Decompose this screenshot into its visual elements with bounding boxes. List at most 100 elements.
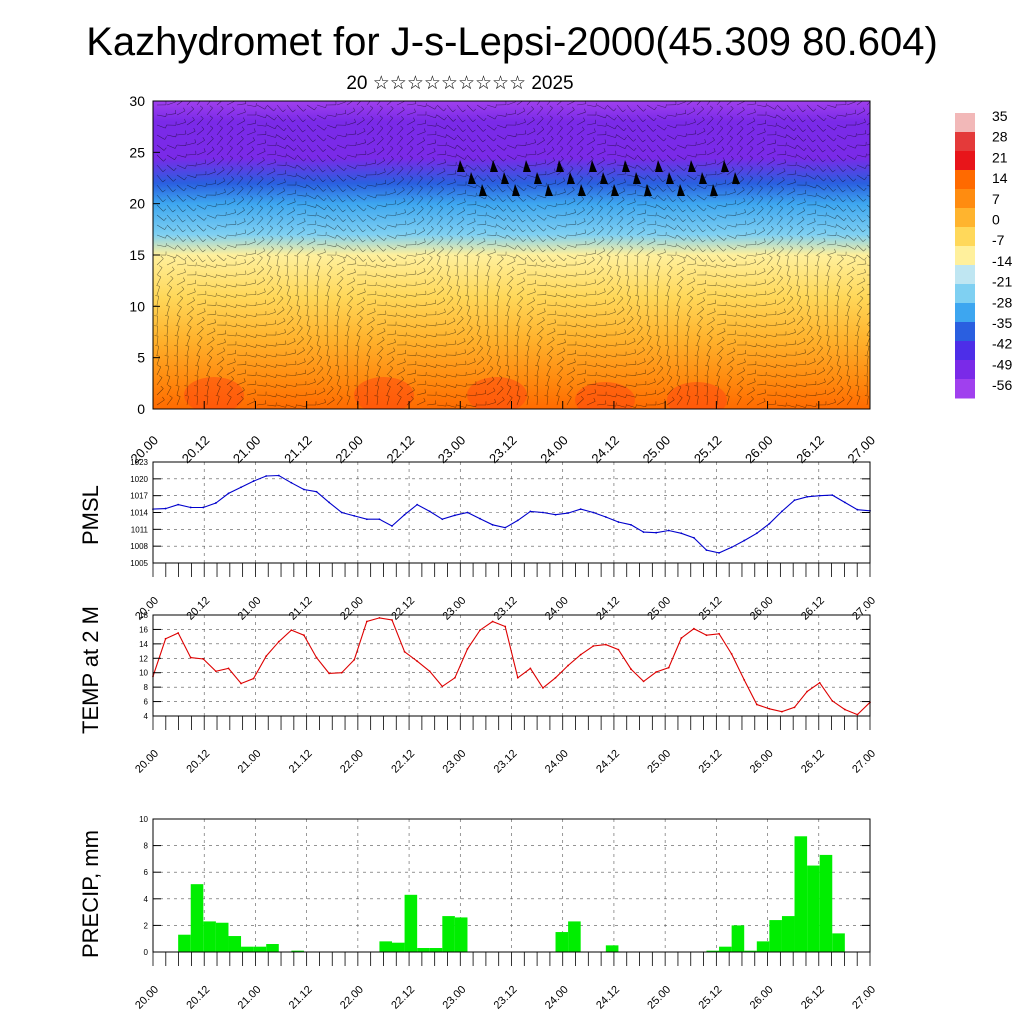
wind-barb (286, 210, 295, 216)
wind-barb-flag (775, 364, 777, 368)
wind-barb (426, 142, 436, 146)
jet-flag (589, 160, 597, 172)
data-point (303, 488, 305, 491)
wind-barb (576, 111, 586, 116)
wind-barb (406, 324, 416, 328)
wind-barb-flag (444, 159, 446, 163)
wind-barb-flag (182, 198, 186, 202)
wind-barb-flag (363, 288, 366, 293)
wind-barb-flag (546, 375, 550, 377)
wind-barb-flag (643, 158, 647, 162)
wind-barb (176, 194, 184, 202)
wind-barb (766, 114, 776, 119)
wind-barb-flag (744, 255, 747, 260)
wind-barb (216, 192, 226, 196)
wind-barb-flag (813, 167, 817, 171)
wind-barb-flag (415, 314, 417, 318)
wind-barb (536, 274, 546, 278)
wind-barb (416, 259, 425, 266)
wind-barb-flag (306, 325, 311, 327)
wind-barb-flag (755, 314, 757, 318)
wind-barb (456, 228, 464, 236)
wind-barb (796, 134, 804, 142)
wind-barb (576, 232, 586, 236)
wind-barb-flag (502, 199, 506, 203)
wind-barb-flag (676, 305, 680, 307)
wind-barb-flag (503, 147, 507, 151)
wind-barb-flag (789, 245, 793, 249)
data-point (328, 672, 331, 675)
wind-barb (196, 204, 205, 210)
wind-barb (396, 244, 406, 248)
wind-barb (646, 232, 656, 236)
wind-barb-flag (302, 227, 305, 231)
wind-barb-flag (454, 136, 457, 141)
wind-barb (466, 338, 474, 346)
wind-barb-flag (290, 225, 294, 229)
wind-barb-flag (441, 286, 445, 290)
wind-barb-flag (475, 403, 477, 407)
wind-barb-flag (542, 249, 546, 253)
wind-barb-flag (495, 104, 497, 108)
wind-barb-flag (168, 285, 173, 288)
wind-barb-flag (162, 199, 166, 203)
wind-barb-flag (520, 295, 524, 299)
wind-barb (326, 276, 332, 286)
wind-barb (686, 110, 696, 116)
wind-barb (296, 316, 302, 326)
wind-barb-flag (401, 176, 404, 180)
wind-barb-flag (814, 265, 819, 267)
wind-barb (506, 316, 509, 326)
wind-barb (336, 278, 344, 286)
wind-barb (446, 298, 454, 306)
wind-barb (516, 122, 526, 126)
wind-barb (366, 328, 374, 336)
wind-barb (456, 144, 465, 151)
wind-barb (596, 268, 604, 276)
wind-barb (246, 374, 257, 376)
wind-barb (696, 184, 706, 190)
wind-barb-flag (415, 292, 417, 297)
wind-barb (346, 164, 356, 169)
wind-barb (736, 397, 742, 406)
wind-barb (446, 134, 455, 141)
wind-barb-flag (470, 336, 474, 340)
wind-barb-flag (594, 249, 597, 254)
wind-barb-flag (182, 97, 184, 100)
wind-barb (446, 144, 456, 149)
wind-barb-flag (771, 166, 775, 170)
wind-barb-flag (335, 124, 337, 129)
wind-barb-flag (695, 153, 697, 158)
wind-barb (436, 404, 446, 407)
wind-barb-flag (824, 325, 829, 327)
wind-barb (236, 381, 246, 386)
wind-barb (856, 316, 861, 326)
wind-barb (846, 154, 855, 160)
wind-barb-flag (535, 365, 539, 367)
wind-barb (686, 174, 695, 181)
wind-barb (596, 197, 603, 206)
wind-barb (316, 316, 319, 326)
wind-barb-flag (835, 345, 839, 347)
wind-barb (236, 314, 246, 318)
wind-barb-flag (710, 115, 714, 119)
wind-barb (506, 269, 515, 276)
wind-barb (306, 266, 309, 276)
wind-barb (456, 329, 465, 336)
wind-barb (746, 334, 756, 338)
wind-barb (436, 198, 444, 206)
wind-barb (696, 308, 705, 316)
wind-barb (206, 357, 213, 366)
wind-barb-flag (615, 134, 617, 138)
wind-barb (566, 147, 573, 156)
wind-barb (546, 101, 551, 106)
wind-barb-flag (404, 358, 406, 363)
wind-barb (156, 286, 160, 296)
wind-barb (216, 127, 223, 136)
wind-barb-flag (209, 115, 213, 119)
wind-barb (516, 298, 524, 306)
wind-barb (616, 404, 626, 408)
wind-barb-flag (390, 365, 394, 369)
wind-barb (296, 248, 304, 256)
wind-barb-flag (575, 243, 577, 248)
